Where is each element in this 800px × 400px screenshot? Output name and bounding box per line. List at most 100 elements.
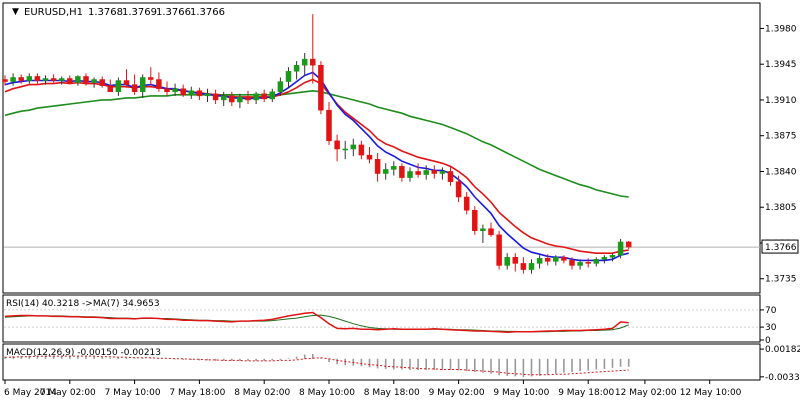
candle-bear (212, 93, 219, 101)
candle-bear (180, 88, 186, 96)
candle-bull (391, 166, 397, 170)
candle-bull (75, 76, 81, 83)
candle-bear (310, 58, 316, 66)
candle-bear (261, 93, 267, 100)
time-tick-label: 12 May 10:00 (680, 388, 742, 398)
ma-blue-line (4, 71, 629, 262)
price-tick-label: 1.3980 (765, 24, 797, 34)
candle-bull (204, 93, 211, 97)
candle-bull (139, 77, 146, 93)
ohlc-close: 1.3766 (190, 7, 225, 18)
candle-bear (34, 76, 41, 81)
candle-bear (156, 79, 162, 89)
candle-bull (42, 78, 49, 81)
candle-bear (625, 241, 632, 248)
candle-bear (50, 78, 57, 81)
candle-bull (220, 95, 227, 101)
candle-bear (512, 257, 519, 264)
candle-bear (2, 79, 8, 82)
time-tick-label: 8 May 18:00 (364, 388, 420, 398)
time-tick-label: 6 May 2014 (4, 388, 57, 398)
candle-bear (415, 171, 421, 175)
candle-bear (366, 154, 373, 160)
candle-bear (463, 196, 470, 211)
candle-bear (334, 140, 340, 150)
candle-bull (439, 171, 446, 174)
macd-histogram (4, 354, 630, 377)
candle-bull (277, 81, 284, 93)
candle-bull (269, 91, 276, 100)
rsi-lines (4, 311, 629, 334)
candle-bear (358, 144, 365, 156)
candle-bear (496, 234, 502, 266)
macd-signal-line (5, 355, 629, 376)
price-tick-label: 1.3805 (765, 203, 797, 213)
rsi-label: RSI(14) 40.3218 ->MA(7) 34.9653 (6, 299, 160, 309)
candle-bull (528, 263, 535, 270)
macd-tick-label: 0.00182 (765, 345, 800, 355)
candle-bull (593, 259, 600, 264)
candle-bear (131, 84, 138, 93)
candle-bull (285, 71, 292, 82)
candle-bear (67, 78, 73, 83)
time-tick-label: 9 May 18:00 (558, 388, 614, 398)
candle-bear (196, 90, 203, 97)
axes: 1.3980 1.3945 1.3910 1.3875 1.3840 1.3805 1.37… (4, 24, 800, 398)
candle-bull (301, 58, 308, 66)
candle-bull (58, 78, 65, 81)
candle-bull (10, 77, 16, 82)
rsi-tick-label: 0 (765, 336, 771, 346)
candle-bear (561, 257, 567, 261)
candle-bull (253, 93, 259, 101)
candle-bear (447, 171, 454, 182)
candle-bear (164, 88, 170, 93)
macd-panel (2, 343, 761, 381)
candle-bear (544, 258, 551, 262)
ohlc-low: 1.3766 (156, 7, 191, 18)
candle-bull (342, 148, 348, 151)
candle-bull (293, 64, 300, 72)
time-tick-label: 8 May 02:00 (234, 388, 290, 398)
candle-bull (382, 169, 389, 174)
candle-bear (472, 210, 478, 231)
candle-bull (350, 144, 357, 150)
candle-bull (407, 171, 413, 178)
candle-bear (229, 95, 235, 103)
time-tick-label: 7 May 18:00 (169, 388, 225, 398)
candle-bear (148, 77, 154, 80)
candle-bull (423, 170, 429, 175)
candle-bull (601, 257, 608, 260)
candle-bull (480, 228, 486, 231)
candle-bear (585, 262, 591, 264)
time-tick-label: 7 May 10:00 (105, 388, 161, 398)
candle-bull (91, 79, 97, 83)
chart-symbol: EURUSD,H1 (24, 7, 83, 18)
candle-bear (18, 77, 24, 81)
candle-bull (237, 96, 243, 103)
dropdown-arrow-icon[interactable]: ▼ (12, 7, 19, 17)
candle-bear (488, 228, 494, 236)
time-tick-label: 12 May 02:00 (615, 388, 677, 398)
price-tick-label: 1.3735 (765, 275, 797, 285)
rsi-tick-label: 30 (765, 323, 777, 333)
candle-bear (569, 260, 575, 266)
candle-bear (431, 170, 438, 174)
rsi-line (4, 311, 629, 334)
grid (4, 246, 760, 328)
time-tick-label: 7 May 02:00 (40, 388, 96, 398)
candle-bull (115, 80, 122, 93)
candle-bull (617, 241, 624, 256)
candle-bull (26, 76, 33, 81)
price-tick-label: 1.3945 (765, 60, 797, 70)
candle-bull (504, 257, 510, 266)
candle-bull (172, 88, 178, 93)
candle-bear (326, 109, 332, 142)
price-tick-label: 1.3875 (765, 132, 797, 142)
candle-bear (374, 158, 381, 174)
candle-bull (536, 258, 543, 264)
candle-bear (83, 76, 89, 83)
candle-bear (318, 64, 324, 111)
time-tick-label: 9 May 10:00 (493, 388, 549, 398)
price-tick-label: 1.3840 (765, 167, 797, 177)
